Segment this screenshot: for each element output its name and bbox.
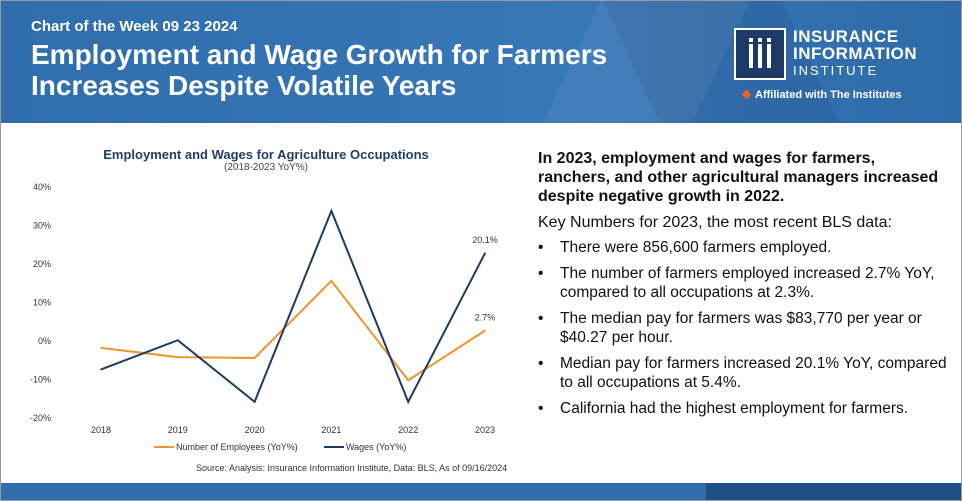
- logo-wordmark: INSURANCE INFORMATION INSTITUTE: [793, 28, 917, 79]
- y-tick-label: 30%: [33, 221, 51, 231]
- list-item: California had the highest employment fo…: [538, 399, 948, 418]
- y-tick-label: 40%: [33, 182, 51, 192]
- data-point: [330, 280, 333, 282]
- chart-panel: Employment and Wages for Agriculture Occ…: [1, 123, 531, 483]
- y-tick-label: 10%: [33, 298, 51, 308]
- legend-label: Number of Employees (YoY%): [176, 442, 298, 452]
- y-tick-label: 20%: [33, 259, 51, 269]
- legend-label: Wages (YoY%): [346, 442, 406, 452]
- chart-subtitle: (2018-2023 YoY%): [224, 162, 308, 173]
- x-tick-label: 2022: [398, 425, 418, 435]
- data-point: [484, 329, 486, 332]
- logo-line-3: INSTITUTE: [793, 63, 879, 78]
- chart-title: Employment and Wages for Agriculture Occ…: [103, 147, 429, 162]
- data-point: [407, 379, 410, 382]
- key-numbers-list: There were 856,600 farmers employed. The…: [538, 238, 948, 418]
- y-tick-label: 0%: [38, 336, 51, 346]
- key-numbers-panel: In 2023, employment and wages for farmer…: [538, 149, 948, 425]
- x-tick-label: 2019: [168, 425, 188, 435]
- page-title: Employment and Wage Growth for Farmers I…: [31, 39, 608, 101]
- institutes-mark-icon: [741, 89, 752, 100]
- data-point: [177, 356, 179, 358]
- y-tick-label: -20%: [30, 413, 51, 423]
- data-label: 2.7%: [475, 313, 496, 323]
- key-numbers-heading: Key Numbers for 2023, the most recent BL…: [538, 214, 892, 231]
- list-item: The median pay for farmers was $83,770 p…: [538, 309, 948, 347]
- chart-of-week-label: Chart of the Week 09 23 2024: [31, 18, 238, 35]
- data-point: [177, 339, 179, 342]
- logo-line-2: INFORMATION: [793, 44, 918, 63]
- list-item: There were 856,600 farmers employed.: [538, 238, 948, 257]
- x-tick-label: 2018: [91, 425, 111, 435]
- data-point: [407, 401, 410, 403]
- iii-logo-icon: [734, 28, 786, 80]
- list-item: The number of farmers employed increased…: [538, 264, 948, 302]
- x-tick-label: 2020: [245, 425, 265, 435]
- footer-bar: [1, 483, 961, 500]
- series-line-employees: [100, 279, 486, 382]
- x-tick-label: 2021: [321, 425, 341, 435]
- data-point: [253, 401, 256, 403]
- affiliation-label: Affiliated with The Institutes: [755, 89, 902, 101]
- logo-line-1: INSURANCE: [793, 27, 899, 46]
- data-label: 20.1%: [472, 235, 498, 245]
- footer-accent: [706, 483, 961, 500]
- line-chart: 40% 30% 20% 10% 0% -10% -20% 2018 2019 2020 2021 20…: [30, 182, 498, 452]
- data-point: [330, 210, 333, 212]
- list-item: Median pay for farmers increased 20.1% Y…: [538, 354, 948, 392]
- data-point: [100, 368, 102, 371]
- header-decoration: [421, 1, 961, 123]
- data-point: [253, 357, 256, 359]
- data-point: [100, 347, 102, 349]
- affiliation-text: Affiliated with The Institutes: [741, 89, 902, 101]
- series-line-wages: [100, 208, 486, 405]
- chart-source: Source: Analysis: Insurance Information …: [196, 463, 508, 473]
- data-point: [484, 252, 486, 255]
- lead-text: In 2023, employment and wages for farmer…: [538, 150, 939, 205]
- y-tick-label: -10%: [30, 375, 51, 385]
- header-banner: Chart of the Week 09 23 2024 Employment …: [1, 1, 961, 123]
- x-tick-label: 2023: [475, 425, 495, 435]
